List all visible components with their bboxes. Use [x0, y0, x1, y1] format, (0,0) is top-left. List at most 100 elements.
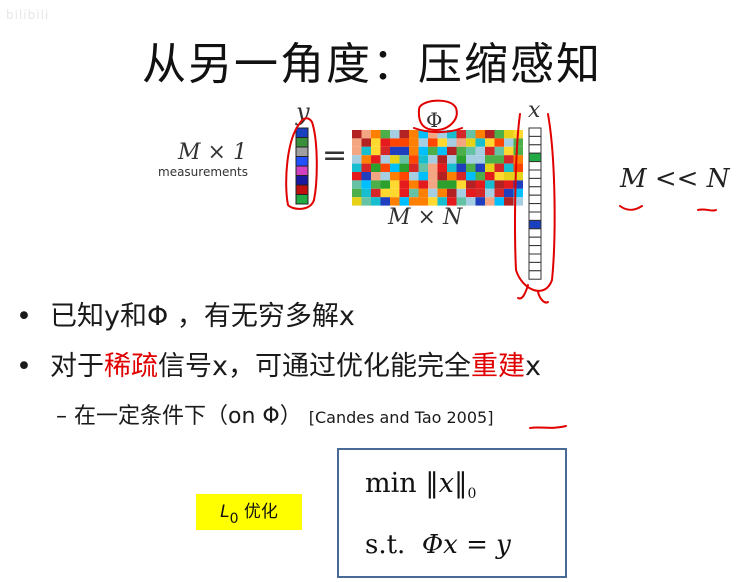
phi-matrix-cell [352, 180, 362, 189]
phi-matrix-cell [475, 197, 485, 206]
phi-matrix-cell [361, 163, 371, 172]
equals-sign: = [322, 138, 348, 173]
phi-matrix-cell [456, 172, 466, 181]
x-vector-cell [528, 203, 542, 213]
phi-matrix-cell [352, 130, 362, 139]
phi-matrix-cell [380, 146, 390, 156]
phi-matrix-cell [390, 163, 400, 172]
l0-suffix: 优化 [238, 502, 278, 522]
phi-matrix-cell [437, 172, 447, 181]
phi-matrix-cell [409, 138, 419, 147]
phi-matrix-cell [380, 138, 390, 147]
phi-matrix-cell [513, 172, 523, 181]
phi-matrix-cell [428, 155, 438, 164]
phi-matrix-cell [485, 188, 495, 198]
phi-matrix-cell [352, 146, 362, 156]
watermark: bilibili [6, 8, 50, 22]
phi-matrix-cell [485, 146, 495, 156]
phi-matrix-cell [371, 180, 381, 189]
y-vector-cell [295, 137, 309, 148]
phi-matrix-cell [447, 138, 457, 147]
phi-matrix-cell [361, 130, 371, 139]
phi-matrix-cell [361, 146, 371, 156]
phi-matrix-cell [485, 130, 495, 139]
l0-optimization-label: L0 优化 [196, 494, 302, 530]
phi-matrix-cell [371, 188, 381, 198]
phi-matrix-cell [409, 172, 419, 181]
bullet2-suffix: x [524, 351, 541, 382]
phi-matrix-cell [409, 146, 419, 156]
x-vector-cell [528, 211, 542, 221]
bullet-text-1: 已知y和Φ ，有无穷多解x [50, 301, 355, 332]
phi-matrix-cell [485, 197, 495, 206]
phi-matrix-cell [380, 155, 390, 164]
x-vector-cell [528, 135, 542, 146]
phi-matrix-cell [494, 172, 504, 181]
phi-matrix-cell [456, 188, 466, 198]
phi-matrix-cell [513, 146, 523, 156]
phi-matrix-cell [504, 197, 514, 206]
phi-matrix-cell [513, 197, 523, 206]
phi-matrix-cell [475, 138, 485, 147]
phi-matrix-cell [371, 146, 381, 156]
bullet-dot: • [16, 351, 32, 382]
phi-matrix-cell [485, 172, 495, 181]
phi-matrix-cell [390, 197, 400, 206]
annotation-x-outline [514, 113, 556, 292]
phi-matrix-cell [456, 146, 466, 156]
phi-matrix-cell [390, 130, 400, 139]
phi-matrix-cell [352, 197, 362, 206]
phi-matrix-cell [409, 155, 419, 164]
sub-bullet: – 在一定条件下（on Φ） [Candes and Tao 2005] [56, 398, 493, 430]
annotation-phi-under [413, 127, 463, 134]
phi-matrix-cell [437, 163, 447, 172]
citation: [Candes and Tao 2005] [308, 408, 494, 427]
phi-matrix-cell [390, 180, 400, 189]
y-vector-cell [295, 175, 309, 186]
x-vector-cell [528, 169, 542, 179]
phi-matrix-cell [380, 197, 390, 206]
phi-matrix-cell [371, 138, 381, 147]
phi-matrix-cell [428, 138, 438, 147]
y-vector-cell [295, 146, 309, 157]
phi-matrix-cell [513, 155, 523, 164]
phi-matrix-cell [399, 163, 409, 172]
bullet-item: • 已知y和Φ ，有无穷多解x [14, 294, 734, 344]
annotation-m-underline [619, 205, 643, 211]
phi-matrix-cell [390, 188, 400, 198]
phi-matrix-cell [399, 188, 409, 198]
phi-matrix-cell [409, 197, 419, 206]
phi-matrix-cell [504, 155, 514, 164]
phi-matrix-cell [380, 130, 390, 139]
sub-bullet-text: – 在一定条件下（on Φ） [56, 404, 302, 429]
x-vector-label: x [528, 98, 541, 123]
y-vector-cell [295, 184, 309, 195]
x-vector-cell [528, 194, 542, 205]
phi-matrix-cell [447, 180, 457, 189]
phi-matrix-cell [513, 180, 523, 189]
l0-subscript: 0 [229, 511, 239, 527]
phi-matrix-cell [437, 155, 447, 164]
annotation-y-ellipse [285, 117, 318, 210]
phi-matrix-cell [475, 180, 485, 189]
phi-matrix-cell [456, 155, 466, 164]
x-vector-cell [528, 144, 542, 154]
phi-matrix-cell [428, 197, 438, 206]
y-vector-cell [295, 165, 309, 176]
phi-matrix-cell [437, 138, 447, 147]
phi-matrix-cell [504, 180, 514, 189]
matrix-dimension: M × N [388, 205, 463, 230]
phi-matrix-cell [399, 138, 409, 147]
formula-constraint: s.t. Φx = y [365, 530, 511, 560]
m-much-less-n: M << N [620, 164, 730, 194]
y-vector-cell [295, 127, 309, 138]
phi-matrix-cell [475, 188, 485, 198]
x-vector-cell [528, 245, 542, 255]
phi-matrix-cell [418, 180, 428, 189]
phi-matrix-cell [447, 163, 457, 172]
phi-matrix-cell [409, 188, 419, 198]
phi-matrix-cell [361, 180, 371, 189]
x-vector-cell [528, 161, 542, 171]
phi-matrix-cell [428, 130, 438, 139]
